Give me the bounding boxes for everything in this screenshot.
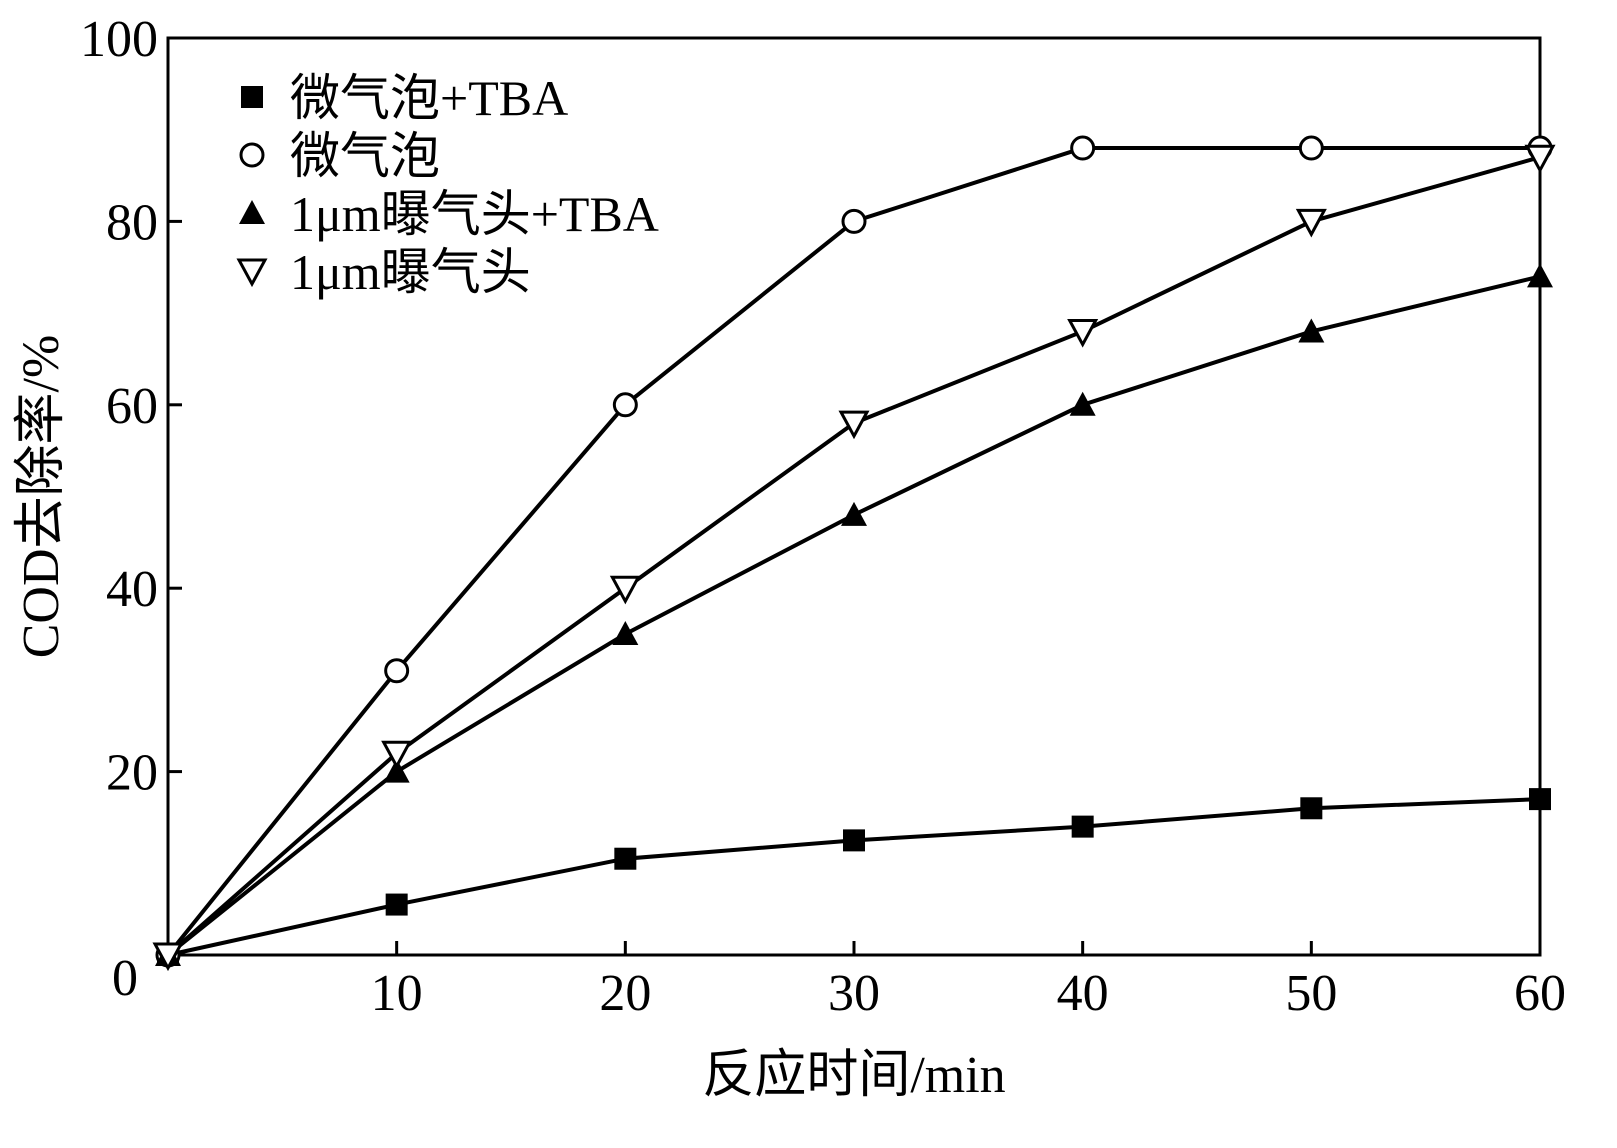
legend-marker-2: [239, 200, 265, 224]
axis-ticks: 10 20 30 40 50 60 20 40 60 80 100 0: [80, 11, 1566, 1022]
x-tick-label: 50: [1285, 965, 1337, 1022]
legend-marker-0: [241, 86, 263, 108]
x-tick-label: 60: [1514, 965, 1566, 1022]
x-tick-label: 40: [1057, 965, 1109, 1022]
data-point-1: [841, 208, 867, 234]
data-point-0: [614, 847, 637, 870]
data-point-2: [1069, 391, 1096, 416]
origin-tick-label: 0: [112, 950, 138, 1007]
x-tick-label: 30: [828, 965, 880, 1022]
series-line-2: [166, 274, 1541, 957]
legend-marker-1: [239, 142, 265, 168]
data-point-3: [1295, 208, 1327, 238]
data-point-0: [1300, 797, 1323, 820]
x-axis-title: 反应时间/min: [702, 1047, 1005, 1104]
data-point-0: [843, 829, 865, 852]
data-point-2: [612, 621, 639, 646]
x-tick-label: 20: [599, 965, 651, 1022]
y-tick-label: 20: [106, 745, 158, 802]
data-point-0: [1071, 815, 1094, 838]
data-point-0: [1529, 788, 1551, 811]
data-point-2: [1527, 263, 1553, 288]
legend-marker-3: [236, 258, 268, 288]
legend-label-0: 微气泡+TBA: [290, 70, 568, 126]
data-point-1: [1298, 135, 1324, 161]
data-point-3: [609, 575, 641, 605]
y-tick-label: 40: [106, 561, 158, 618]
data-point-2: [841, 501, 867, 526]
data-point-1: [384, 658, 410, 684]
data-point-3: [838, 410, 870, 440]
series-markers: [152, 135, 1556, 972]
series-line-0: [167, 797, 1541, 957]
legend-label-2: 1μm曝气头+TBA: [290, 186, 659, 242]
x-tick-label: 10: [371, 965, 423, 1022]
legend-label-3: 1μm曝气头: [290, 244, 531, 300]
data-point-1: [1070, 135, 1096, 161]
y-tick-label: 60: [106, 378, 158, 435]
data-point-3: [1067, 318, 1099, 348]
data-point-2: [1298, 318, 1325, 343]
data-point-3: [152, 942, 184, 972]
y-axis-title: COD去除率/%: [13, 335, 70, 659]
data-point-3: [1524, 144, 1556, 174]
data-point-3: [381, 740, 413, 770]
legend-label-1: 微气泡: [290, 128, 440, 184]
data-point-1: [612, 392, 638, 418]
data-point-0: [385, 893, 408, 916]
y-tick-label: 80: [106, 194, 158, 251]
data-point-2: [383, 758, 410, 783]
y-tick-label: 100: [80, 11, 158, 68]
